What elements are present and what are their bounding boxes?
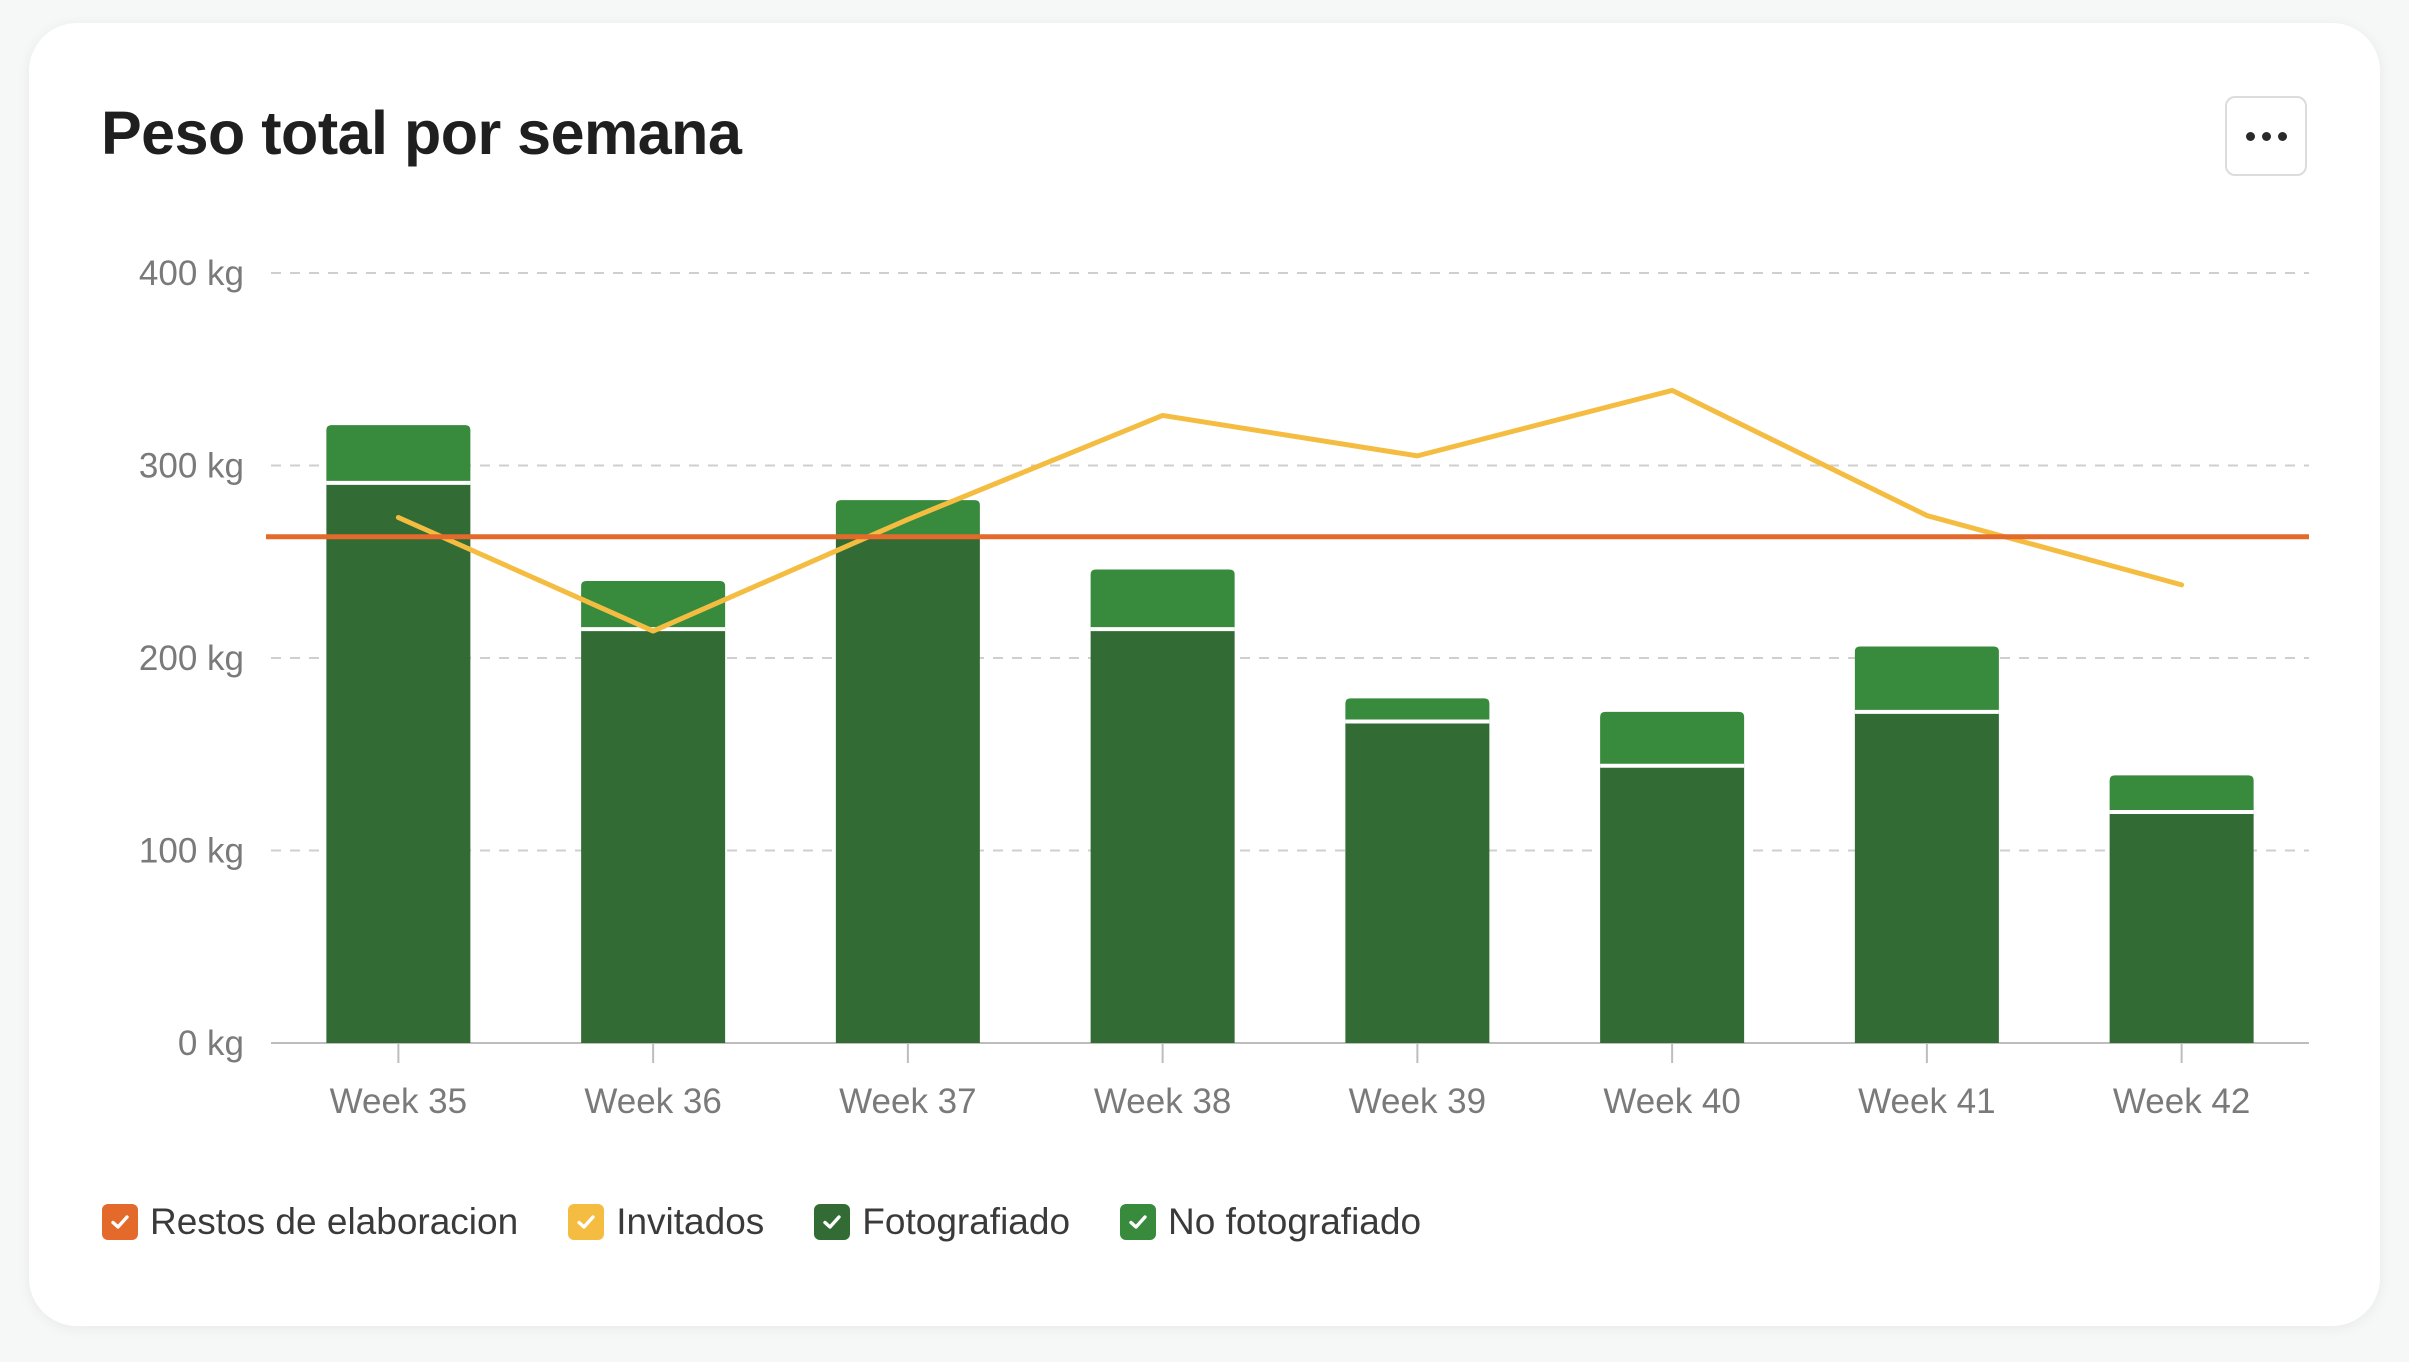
x-tick-label: Week 41 (1858, 1082, 1996, 1121)
bar-fotografiado (1345, 721, 1490, 1043)
legend-item-fotografiado[interactable]: Fotografiado (814, 1201, 1070, 1243)
legend-checkbox[interactable] (814, 1204, 851, 1240)
bar-fotografiado (1854, 711, 1999, 1043)
bar-fotografiado (1090, 629, 1235, 1043)
more-horizontal-icon (2277, 131, 2287, 141)
legend-label: Fotografiado (862, 1201, 1071, 1242)
bar-no-fotografiado (2109, 775, 2254, 812)
legend-checkbox[interactable] (568, 1204, 605, 1240)
x-tick-label: Week 37 (839, 1082, 977, 1121)
legend-label: Restos de elaboracion (150, 1201, 519, 1242)
chart-title: Peso total por semana (101, 99, 742, 167)
bar-fotografiado (581, 629, 726, 1043)
legend-item-restos-de-elaboracion[interactable]: Restos de elaboracion (102, 1201, 518, 1243)
chart-card: Peso total por semana 0 kg 100 kg 200 kg 30… (29, 23, 2380, 1326)
check-icon (111, 1215, 129, 1229)
check-icon (823, 1215, 841, 1229)
legend-checkbox[interactable] (1120, 1204, 1157, 1240)
y-tick-label: 200 kg (139, 639, 244, 678)
legend-label: No fotografiado (1168, 1201, 1422, 1242)
more-horizontal-icon (2261, 131, 2271, 141)
more-horizontal-icon (2245, 131, 2255, 141)
bar-no-fotografiado (581, 581, 726, 630)
bar-no-fotografiado (1600, 711, 1745, 766)
line-invitados (395, 387, 2185, 634)
bar-no-fotografiado (326, 425, 471, 483)
more-options-button[interactable] (2225, 96, 2307, 176)
x-tick-label: Week 40 (1603, 1082, 1741, 1121)
chart-legend: Restos de elaboracion Invitados Fotografia… (102, 1201, 1471, 1243)
x-tick-label: Week 35 (330, 1082, 468, 1121)
check-icon (1129, 1215, 1147, 1229)
bar-fotografiado (326, 482, 471, 1043)
bar-fotografiado (1600, 765, 1745, 1043)
bar-fotografiado (835, 536, 980, 1043)
bar-fotografiado (2109, 812, 2254, 1043)
x-tick-label: Week 42 (2113, 1082, 2251, 1121)
x-tick-label: Week 36 (584, 1082, 722, 1121)
x-tick-label: Week 39 (1349, 1082, 1487, 1121)
y-tick-label: 300 kg (139, 447, 244, 486)
x-tick-label: Week 38 (1094, 1082, 1232, 1121)
y-tick-label: 400 kg (139, 254, 244, 293)
legend-item-no-fotografiado[interactable]: No fotografiado (1120, 1201, 1421, 1243)
weekly-weight-chart: 0 kg 100 kg 200 kg 300 kg 400 kg Week 35 Week … (139, 254, 2309, 1121)
bar-no-fotografiado (1854, 646, 1999, 712)
check-icon (577, 1215, 595, 1229)
legend-label: Invitados (616, 1201, 765, 1242)
legend-item-invitados[interactable]: Invitados (568, 1201, 764, 1243)
y-tick-label: 100 kg (139, 832, 244, 871)
bar-no-fotografiado (1345, 698, 1490, 722)
bar-no-fotografiado (1090, 569, 1235, 630)
y-tick-label: 0 kg (178, 1024, 244, 1063)
legend-checkbox[interactable] (102, 1204, 138, 1240)
